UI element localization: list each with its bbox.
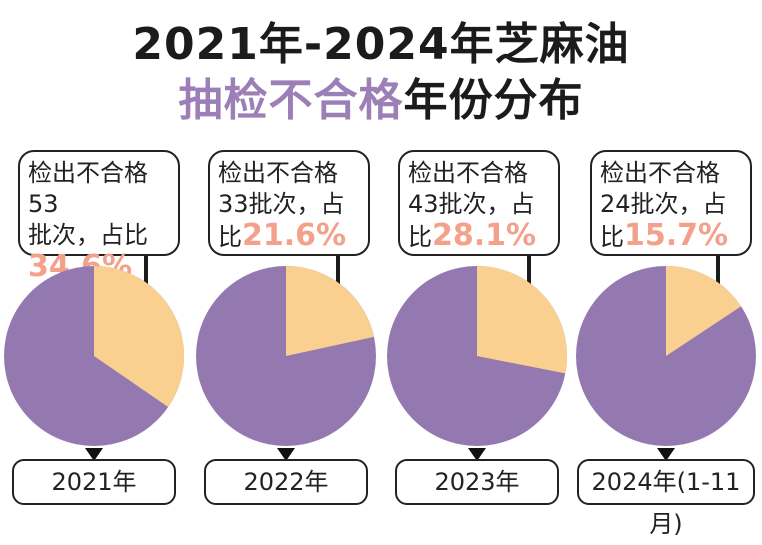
callout-1: 检出不合格 33批次，占 比21.6%: [208, 150, 370, 256]
callout-line-1: 检出不合格: [218, 159, 338, 187]
percent-label: 21.6%: [242, 218, 347, 253]
callout-stem: [336, 256, 340, 284]
pie-slice-failed: [286, 266, 374, 356]
title-line-1: 2021年-2024年芝麻油: [132, 19, 630, 70]
callout-line-1: 检出不合格53: [28, 159, 148, 218]
callout-line-1: 检出不合格: [408, 159, 528, 187]
pointer-triangle-icon: [468, 448, 486, 461]
pie-chart-1: [196, 266, 376, 446]
pie-slice-failed: [666, 266, 742, 356]
pie-slice-failed: [477, 266, 567, 374]
pie-chart-3: [576, 266, 756, 446]
callout-line-1: 检出不合格: [600, 159, 720, 187]
callout-stem: [144, 256, 148, 284]
pointer-triangle-icon: [657, 448, 675, 461]
callout-line-2: 33批次，占: [218, 190, 345, 218]
pie-chart-0: [4, 266, 184, 446]
year-label: 2022年: [204, 459, 368, 505]
title-line-2: 抽检不合格年份分布: [0, 64, 762, 128]
pointer-triangle-icon: [277, 448, 295, 461]
year-label: 2024年(1-11月): [577, 459, 755, 538]
percent-label: 28.1%: [432, 218, 537, 253]
pie-slice-failed: [94, 266, 184, 408]
callout-3: 检出不合格 24批次，占 比15.7%: [590, 150, 752, 256]
callout-stem: [716, 256, 720, 284]
callout-line-2: 批次，占比: [28, 221, 148, 249]
year-label: 2021年: [12, 459, 176, 505]
callout-line-3: 比: [218, 223, 242, 251]
callout-line-3: 比: [408, 223, 432, 251]
callout-line-2: 43批次，占: [408, 190, 535, 218]
title-highlight: 抽检不合格: [178, 75, 404, 126]
title-rest: 年份分布: [403, 75, 584, 126]
callout-stem: [527, 256, 531, 284]
year-label: 2023年: [395, 459, 559, 505]
callout-line-2: 24批次，占: [600, 190, 727, 218]
pointer-triangle-icon: [85, 448, 103, 461]
callout-line-3: 比: [600, 223, 624, 251]
percent-label: 15.7%: [624, 218, 729, 253]
pie-chart-2: [387, 266, 567, 446]
callout-2: 检出不合格 43批次，占 比28.1%: [398, 150, 560, 256]
callout-0: 检出不合格53 批次，占比 34.6%: [18, 150, 180, 282]
